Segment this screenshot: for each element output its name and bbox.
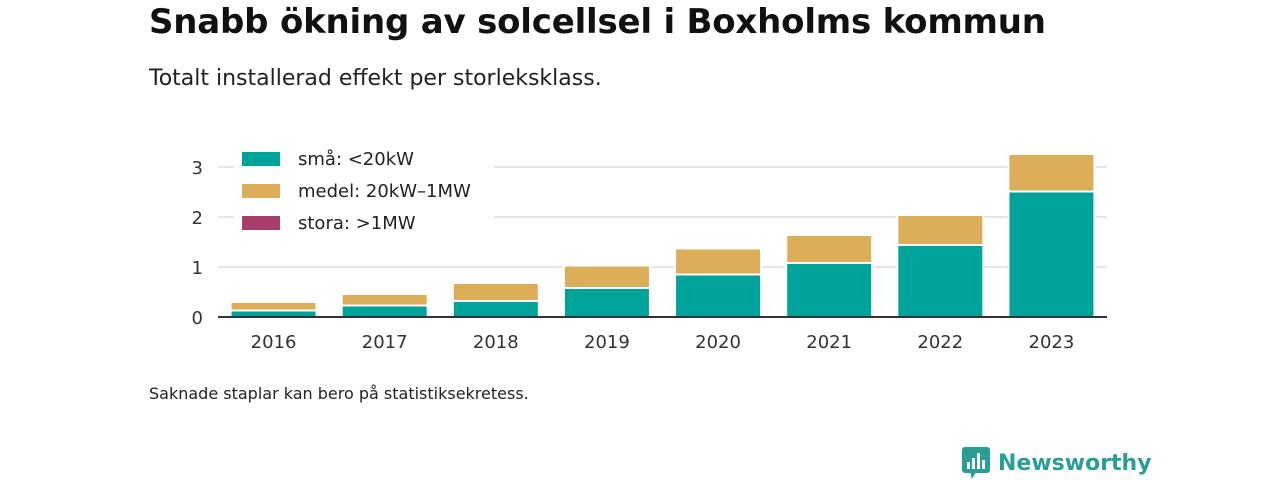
bar-segment bbox=[785, 234, 874, 264]
newsworthy-icon bbox=[962, 447, 990, 479]
bar-segment bbox=[674, 247, 763, 276]
y-tick-label: 3 bbox=[192, 158, 203, 179]
y-tick-label: 2 bbox=[192, 208, 203, 229]
x-tick-label: 2022 bbox=[917, 332, 963, 353]
x-tick-label: 2019 bbox=[584, 332, 630, 353]
legend-swatch bbox=[242, 216, 280, 230]
bar-segment bbox=[1007, 190, 1096, 318]
newsworthy-logo[interactable]: Newsworthy bbox=[962, 446, 1152, 480]
axes: 0 1 2 3 2016 2017 2018 2019 2020 2021 2022 2023 bbox=[192, 158, 1107, 353]
bar-segment bbox=[340, 293, 429, 307]
legend-label: stora: >1MW bbox=[298, 213, 416, 234]
legend-swatch bbox=[242, 152, 280, 166]
legend-swatch bbox=[242, 184, 280, 198]
x-tick-label: 2016 bbox=[251, 332, 297, 353]
x-tick-label: 2021 bbox=[806, 332, 852, 353]
legend-label: medel: 20kW–1MW bbox=[298, 181, 471, 202]
y-tick-label: 0 bbox=[192, 308, 203, 329]
bar-segment bbox=[562, 287, 651, 318]
bar-segment bbox=[785, 262, 874, 318]
chart-subtitle: Totalt installerad effekt per storlekskl… bbox=[149, 66, 602, 91]
bar-segment bbox=[674, 273, 763, 318]
footnote: Saknade staplar kan bero på statistiksek… bbox=[149, 384, 529, 403]
legend-label: små: <20kW bbox=[298, 149, 414, 170]
bar-segment bbox=[451, 300, 540, 318]
bar-segment bbox=[896, 244, 985, 318]
bar-segment bbox=[451, 282, 540, 302]
bars bbox=[229, 153, 1096, 318]
bar-segment bbox=[340, 304, 429, 318]
chart-title: Snabb ökning av solcellsel i Boxholms ko… bbox=[149, 2, 1046, 42]
x-tick-label: 2017 bbox=[362, 332, 408, 353]
brand-name: Newsworthy bbox=[998, 450, 1152, 476]
y-tick-label: 1 bbox=[192, 258, 203, 279]
bar-segment bbox=[229, 301, 318, 312]
bar-segment bbox=[896, 214, 985, 246]
x-tick-label: 2020 bbox=[695, 332, 741, 353]
bar-segment bbox=[1007, 153, 1096, 193]
bar-segment bbox=[562, 264, 651, 289]
legend: små: <20kW medel: 20kW–1MW stora: >1MW bbox=[234, 140, 494, 244]
x-tick-label: 2018 bbox=[473, 332, 519, 353]
x-tick-label: 2023 bbox=[1029, 332, 1075, 353]
